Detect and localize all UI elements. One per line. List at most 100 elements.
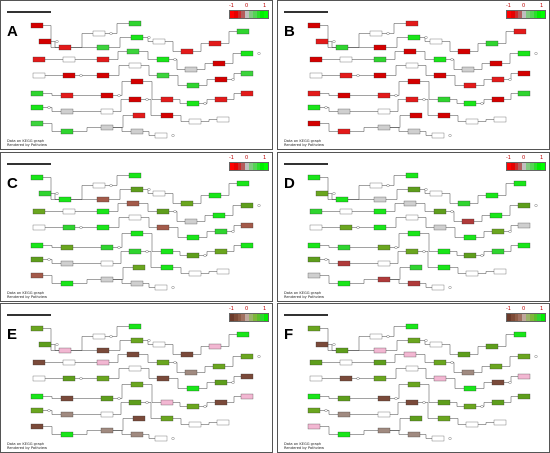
compound-node: [203, 254, 207, 257]
panel-a: A -1 0 1 Data on KEGG graph Rendered by Pathv…: [0, 0, 273, 150]
compound-node: [534, 355, 538, 358]
reaction-edge: [502, 205, 518, 216]
gene-box: [407, 78, 421, 85]
reaction-edge: [320, 107, 338, 112]
reaction-edge: [474, 366, 490, 373]
gene-box: [517, 202, 531, 209]
gene-box: [307, 393, 321, 400]
reaction-edge: [420, 189, 430, 194]
reaction-edge: [165, 193, 181, 204]
gene-box: [32, 56, 46, 63]
gene-box: [60, 280, 74, 287]
reaction-edge: [450, 418, 466, 425]
reaction-edge: [109, 189, 131, 200]
legend-swatch: [510, 163, 515, 170]
gene-box: [62, 359, 76, 366]
gene-box: [214, 228, 228, 235]
legend-swatch: [245, 314, 249, 321]
gene-box: [180, 48, 194, 55]
note-line-1: Data on KEGG graph: [284, 139, 322, 143]
gene-box: [156, 56, 170, 63]
gene-box: [409, 415, 423, 422]
gene-box: [62, 224, 76, 231]
reaction-edge: [43, 275, 61, 284]
reaction-edge: [320, 328, 336, 351]
gene-box: [128, 214, 142, 221]
compound-node: [55, 40, 59, 43]
legend-swatch: [514, 163, 519, 170]
gene-box: [491, 248, 505, 255]
gene-box: [38, 341, 52, 348]
reaction-edge: [113, 99, 129, 112]
reaction-edge: [113, 251, 129, 264]
reaction-edge: [199, 382, 215, 389]
gene-box: [38, 38, 52, 45]
gene-box: [315, 341, 329, 348]
legend-swatch: [237, 163, 242, 170]
reaction-edge: [390, 279, 408, 284]
reaction-edge: [504, 245, 518, 252]
gene-box: [463, 252, 477, 259]
gene-box: [96, 56, 110, 63]
compound-node: [257, 204, 261, 207]
gene-box: [214, 96, 228, 103]
reaction-edge: [476, 402, 492, 407]
compound-node: [47, 409, 51, 412]
reaction-edge: [143, 37, 153, 42]
compound-node: [422, 98, 426, 101]
gene-box: [62, 375, 76, 382]
reaction-edge: [71, 185, 93, 200]
reaction-edge: [498, 334, 514, 347]
legend-swatch: [264, 163, 268, 170]
gene-box: [429, 190, 443, 197]
render-note: Data on KEGG graph Rendered by Pathview: [284, 291, 324, 300]
pathway-title-box: [7, 314, 51, 316]
gene-box: [307, 325, 321, 332]
gene-box: [100, 108, 114, 115]
compound-node: [422, 250, 426, 253]
legend-swatch: [230, 314, 234, 321]
compound-node: [173, 361, 177, 364]
reaction-edge: [105, 175, 129, 186]
panel-e: E -1 0 1 Data on KEGG graph Rendered by Pathv…: [0, 303, 273, 453]
compound-node: [394, 94, 398, 97]
legend-swatch: [245, 163, 249, 170]
legend-swatch: [541, 11, 545, 18]
legend-swatch: [522, 163, 526, 170]
gene-box: [208, 40, 222, 47]
legend-tick: -1: [229, 155, 234, 161]
reaction-edge: [43, 410, 61, 415]
reaction-edge: [446, 211, 462, 222]
compound-node: [79, 74, 83, 77]
gene-box: [186, 252, 200, 259]
gene-box: [184, 66, 198, 73]
pathway-network: [307, 172, 538, 291]
gene-box: [60, 108, 74, 115]
gene-box: [132, 112, 146, 119]
reaction-edge: [386, 217, 406, 228]
reaction-edge: [504, 376, 518, 383]
gene-box: [457, 48, 471, 55]
reaction-edge: [498, 31, 514, 44]
legend-colorbar: [506, 10, 546, 19]
gene-box: [405, 323, 419, 330]
gene-box: [407, 337, 421, 344]
reaction-edge: [478, 271, 494, 274]
legend-tick: 0: [522, 306, 526, 312]
gene-box: [96, 196, 110, 203]
gene-box: [60, 244, 74, 251]
gene-box: [58, 44, 72, 51]
reaction-edge: [450, 115, 466, 122]
gene-box: [407, 128, 421, 135]
gene-box: [377, 244, 391, 251]
reaction-edge: [227, 93, 241, 100]
reaction-edge: [139, 354, 157, 363]
gene-box: [212, 212, 226, 219]
gene-box: [96, 375, 110, 382]
reaction-edge: [446, 362, 462, 373]
legend-swatch: [518, 314, 523, 321]
legend-swatch: [260, 314, 265, 321]
reaction-edge: [113, 430, 131, 435]
gene-box: [128, 248, 142, 255]
pathway-title-box: [7, 11, 51, 13]
